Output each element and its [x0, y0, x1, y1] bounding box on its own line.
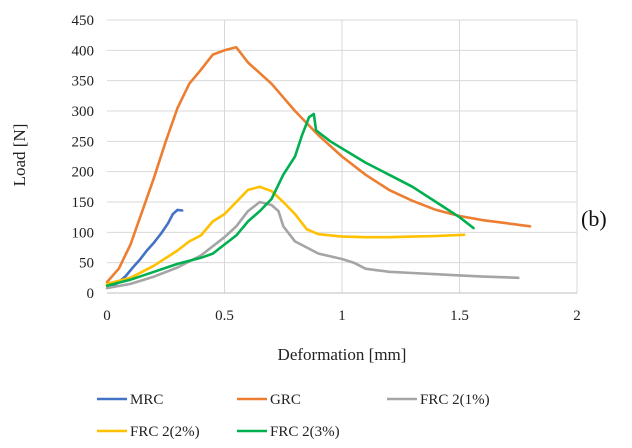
y-tick-label: 200: [72, 165, 95, 181]
x-tick-label: 1: [338, 308, 346, 324]
y-tick-label: 300: [72, 104, 95, 120]
legend-label-grc: GRC: [270, 392, 301, 408]
y-tick-label: 350: [72, 74, 95, 90]
series-line-grc: [105, 45, 532, 284]
y-tick-label: 250: [72, 134, 95, 150]
y-tick-label: 450: [72, 13, 95, 29]
panel-label: (b): [581, 206, 607, 231]
series-lines: [105, 45, 532, 290]
y-tick-label: 150: [72, 195, 95, 211]
x-tick-label: 0.5: [215, 308, 234, 324]
series-line-mrc: [110, 208, 184, 289]
y-axis-title: Load [N]: [10, 124, 29, 187]
x-tick-label: 1.5: [450, 308, 469, 324]
legend-label-mrc: MRC: [130, 392, 163, 408]
y-tick-label: 0: [87, 286, 95, 302]
legend-label-frc-2-3: FRC 2(3%): [270, 424, 340, 440]
x-tick-label: 2: [573, 308, 581, 324]
x-tick-labels: 0 0.5 1 1.5 2: [103, 308, 581, 324]
x-tick-label: 0: [103, 308, 111, 324]
series-line-frc-2-2: [105, 185, 466, 286]
y-tick-label: 50: [79, 256, 94, 272]
series-line-frc-2-3: [105, 112, 475, 288]
gridlines: [107, 19, 578, 293]
y-tick-label: 100: [72, 225, 95, 241]
legend: MRC GRC FRC 2(1%) FRC 2(2%) FRC 2(3%): [97, 392, 490, 440]
legend-label-frc-2-1: FRC 2(1%): [420, 392, 490, 408]
y-tick-labels: 0 50 100 150 200 250 300 350 400 450: [72, 13, 95, 302]
legend-label-frc-2-2: FRC 2(2%): [130, 424, 200, 440]
x-axis-title: Deformation [mm]: [278, 345, 407, 364]
y-tick-label: 400: [72, 43, 95, 59]
